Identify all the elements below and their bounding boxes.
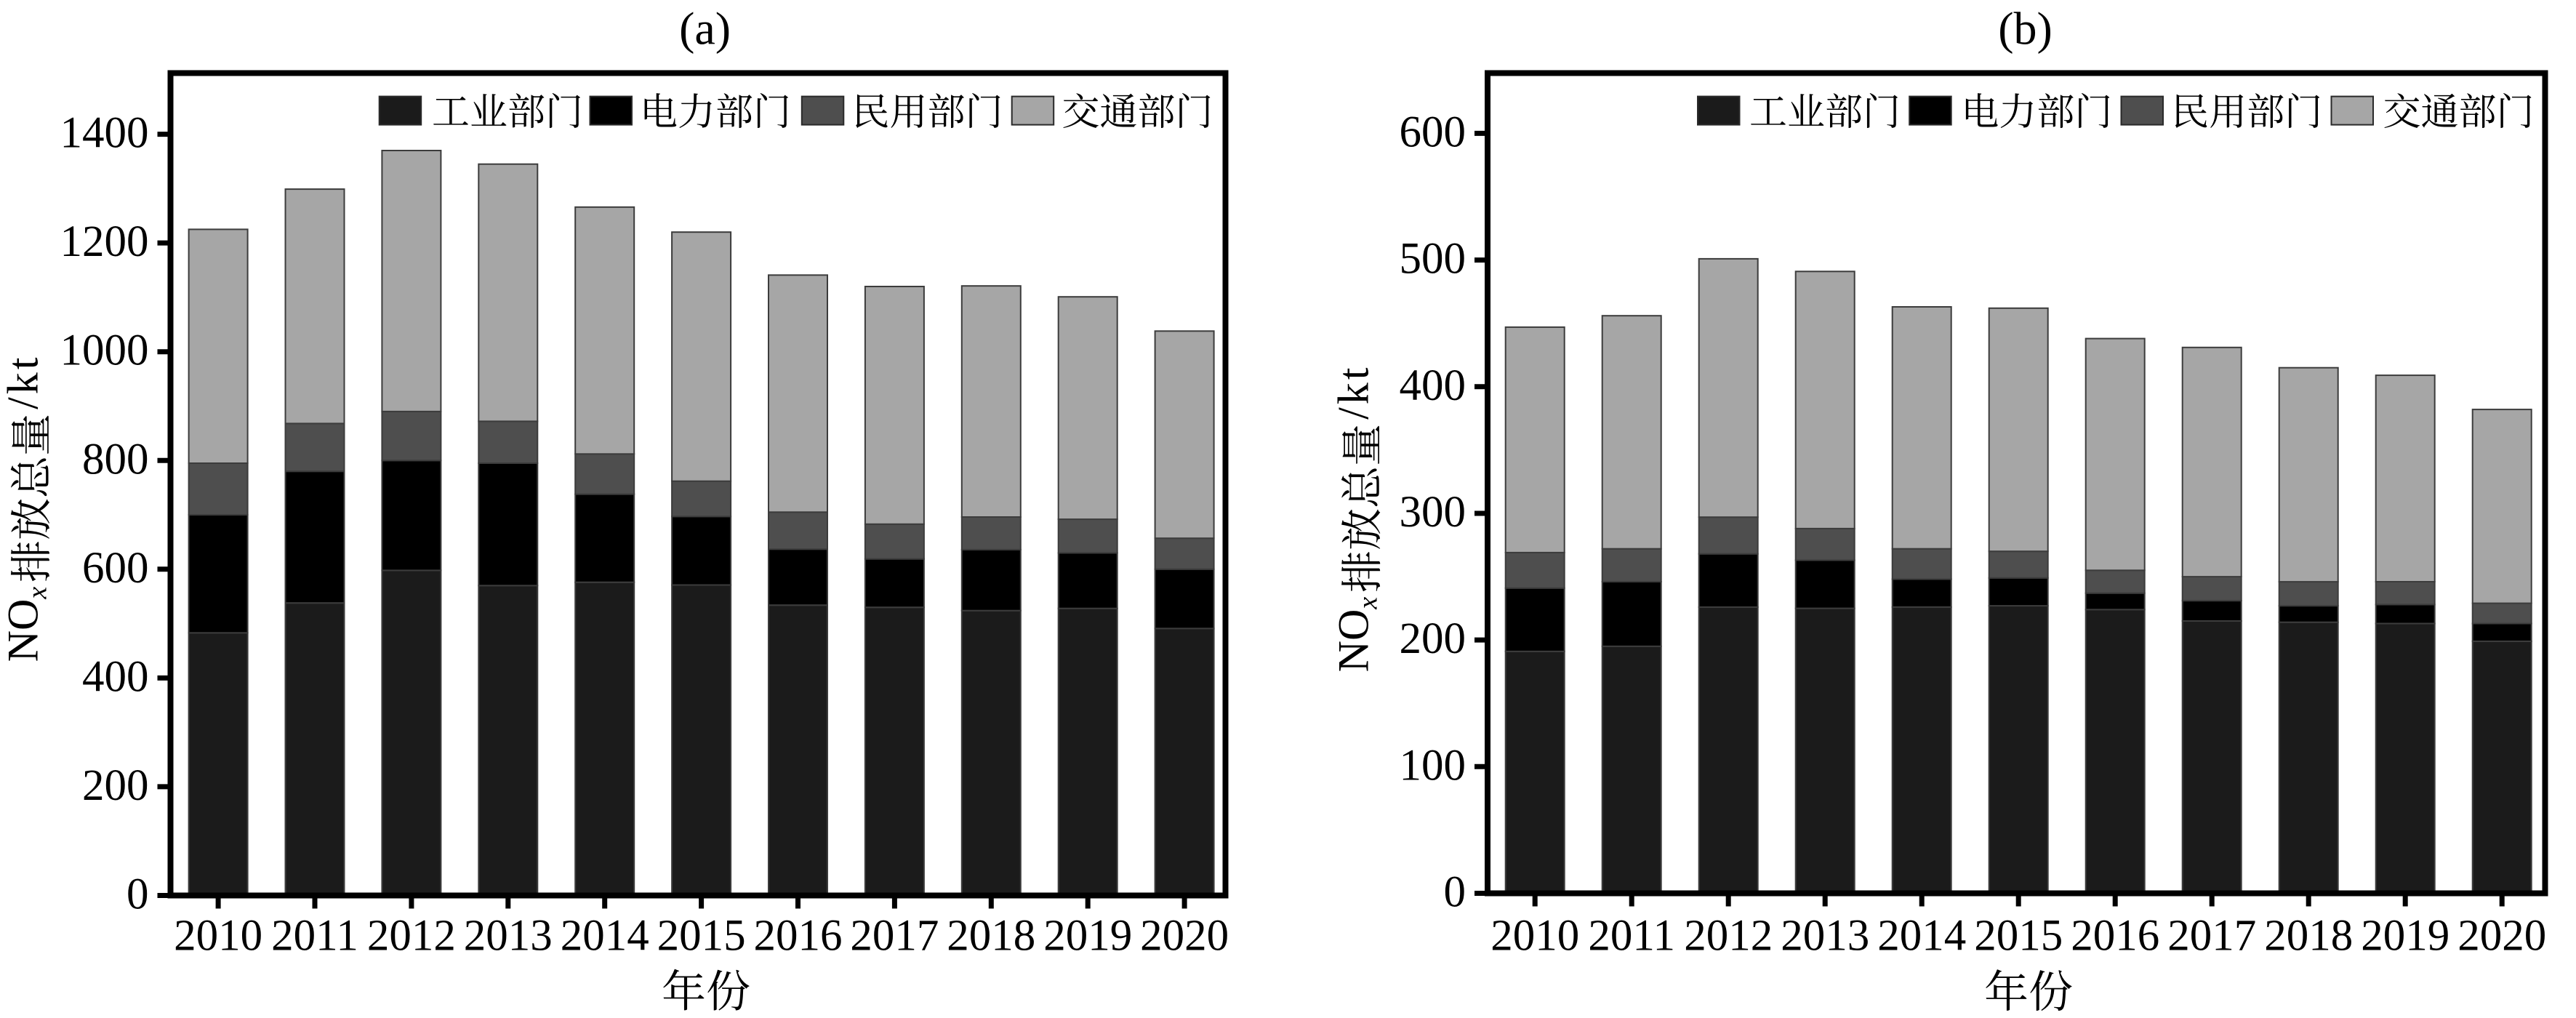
svg-text:2010: 2010 <box>174 912 262 961</box>
svg-text:NO: NO <box>0 599 47 662</box>
svg-text:2012: 2012 <box>1684 912 1773 961</box>
svg-text:2019: 2019 <box>1043 912 1132 961</box>
svg-text:600: 600 <box>82 544 149 593</box>
svg-text:500: 500 <box>1400 235 1466 284</box>
svg-text:2015: 2015 <box>657 912 746 961</box>
svg-text:x: x <box>23 587 53 600</box>
svg-text:200: 200 <box>1400 614 1466 663</box>
svg-text:300: 300 <box>1400 488 1466 537</box>
svg-text:200: 200 <box>82 761 149 810</box>
svg-text:0: 0 <box>1444 868 1466 917</box>
svg-text:2017: 2017 <box>2167 912 2256 961</box>
svg-text:2016: 2016 <box>2071 912 2159 961</box>
svg-text:2010: 2010 <box>1490 912 1579 961</box>
svg-text:2019: 2019 <box>2361 912 2449 961</box>
svg-text:2012: 2012 <box>367 912 456 961</box>
svg-text:2018: 2018 <box>947 912 1035 961</box>
svg-text:x: x <box>1353 597 1384 610</box>
svg-text:800: 800 <box>82 435 149 484</box>
svg-text:1000: 1000 <box>60 326 149 375</box>
svg-text:2020: 2020 <box>1140 912 1229 961</box>
svg-text:2011: 2011 <box>1588 912 1675 961</box>
svg-text:100: 100 <box>1400 741 1466 790</box>
svg-text:2013: 2013 <box>1781 912 1869 961</box>
svg-text:2011: 2011 <box>271 912 358 961</box>
svg-text:2015: 2015 <box>1974 912 2063 961</box>
svg-text:0: 0 <box>127 870 149 919</box>
svg-text:/kt: /kt <box>0 355 47 409</box>
svg-text:2013: 2013 <box>464 912 553 961</box>
svg-text:2014: 2014 <box>1877 912 1966 961</box>
svg-text:2018: 2018 <box>2264 912 2353 961</box>
svg-text:1200: 1200 <box>60 217 149 266</box>
svg-text:600: 600 <box>1400 108 1466 157</box>
svg-text:400: 400 <box>82 652 149 701</box>
svg-text:2017: 2017 <box>850 912 939 961</box>
svg-text:(a): (a) <box>679 3 731 55</box>
svg-text:2016: 2016 <box>754 912 843 961</box>
svg-text:NO: NO <box>1330 609 1378 673</box>
svg-text:2020: 2020 <box>2457 912 2546 961</box>
svg-text:400: 400 <box>1400 361 1466 410</box>
svg-text:1400: 1400 <box>60 109 149 158</box>
svg-text:2014: 2014 <box>561 912 649 961</box>
svg-text:(b): (b) <box>1998 3 2053 55</box>
svg-text:/kt: /kt <box>1330 365 1378 420</box>
